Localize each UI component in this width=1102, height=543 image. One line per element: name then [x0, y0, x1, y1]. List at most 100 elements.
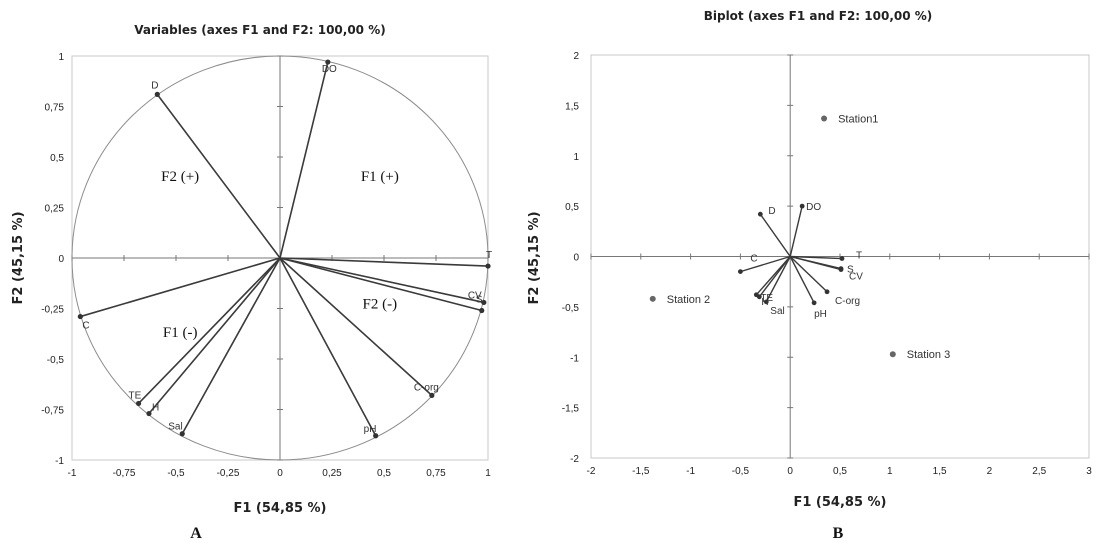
panel-a-x-tick-label: -0,75	[113, 468, 136, 479]
panel-b-x-tick-label: 2	[987, 466, 993, 477]
biplot-vector-endpoint-sal	[763, 299, 769, 305]
biplot-variable-label-s: S	[847, 265, 854, 276]
panel-b-x-tick-label: -1,5	[632, 466, 650, 477]
variable-label-c-org: C-org	[414, 382, 439, 393]
panel-b-y-tick-label: -1	[570, 353, 579, 364]
biplot-variable-label-te: TE	[760, 293, 773, 304]
quadrant-label: F2 (+)	[161, 169, 199, 185]
biplot-vector-c	[740, 255, 791, 273]
panel-b-x-tick-label: 2,5	[1032, 466, 1046, 477]
panel-a-y-tick-label: 0	[58, 254, 64, 265]
biplot-variable-label-cv: CV	[849, 272, 863, 283]
panel-b-x-tick-label: 1,5	[933, 466, 947, 477]
biplot-vector-t	[790, 255, 843, 260]
panel-b-y-tick-label: -1,5	[562, 404, 580, 415]
vector-d	[156, 93, 281, 259]
variable-label-c: C	[82, 321, 89, 332]
vector-endpoint-h	[146, 410, 152, 417]
panel-b-biplot: Biplot (axes F1 and F2: 100,00 %) -2 -1,5…	[527, 9, 1092, 542]
panel-b-x-tick-label: 0,5	[833, 466, 847, 477]
panel-a-x-tick-label: 0,5	[377, 468, 391, 479]
biplot-vector-c-org	[789, 255, 828, 293]
vector-endpoint-t	[485, 263, 491, 269]
vector-do	[279, 61, 329, 259]
biplot-vector-endpoint-h	[756, 294, 762, 300]
observation-point-station1	[821, 115, 828, 122]
panel-a-y-tick-label: -0,5	[47, 355, 65, 366]
biplot-vector-ph	[789, 256, 815, 304]
biplot-vector-endpoint-cv	[838, 267, 844, 272]
panel-b-x-tick-label: 1	[887, 466, 893, 477]
observation-label-station-2: Station 2	[667, 294, 710, 306]
panel-a-x-tick-label: -1	[68, 468, 77, 479]
panel-b-variable-vectors	[738, 203, 845, 306]
observation-point-station-2	[649, 295, 656, 302]
vector-endpoint-sal	[179, 431, 185, 437]
panel-b-y-tick-label: 0	[573, 253, 579, 264]
vector-cv	[279, 257, 485, 304]
variable-label-s: S	[476, 295, 483, 306]
biplot-vector-do	[789, 205, 803, 257]
variable-label-d: D	[151, 80, 158, 91]
variable-label-sal: Sal	[168, 422, 182, 433]
panel-a-correlation-circle: Variables (axes F1 and F2: 100,00 %) -1-…	[11, 23, 492, 542]
vector-ph	[279, 257, 377, 437]
panel-a-y-tick-label: 0,75	[45, 103, 65, 114]
panel-a-variable-labels: DO D T SCV C TE H Sal C-org pH	[82, 64, 492, 435]
panel-a-y-tick-label: -1	[55, 456, 64, 467]
vector-s	[279, 257, 482, 312]
panel-b-x-tick-label: 3	[1086, 466, 1092, 477]
vector-endpoint-c	[77, 313, 83, 320]
panel-a-x-tick-label: -0,5	[167, 468, 185, 479]
panel-a-x-tick-label: -0,25	[217, 468, 240, 479]
biplot-vector-d	[759, 213, 791, 257]
variable-label-do: DO	[322, 64, 337, 75]
quadrant-label: F1 (-)	[163, 325, 198, 341]
vector-t	[279, 257, 489, 267]
panel-b-y-axis-title: F2 (45,15 %)	[527, 211, 542, 304]
panel-b-y-tick-label: 0,5	[565, 202, 579, 213]
panel-a-letter: A	[190, 525, 202, 542]
panel-b-y-tick-label: 1	[573, 152, 579, 163]
biplot-variable-label-do: DO	[806, 202, 821, 213]
biplot-vector-cv	[790, 255, 842, 271]
panel-a-y-tick-label: 0,25	[45, 204, 65, 215]
biplot-vector-endpoint-t	[839, 256, 845, 261]
panel-b-y-tick-label: -2	[570, 454, 579, 465]
biplot-vector-endpoint-ph	[811, 300, 817, 306]
biplot-variable-label-ph: pH	[814, 309, 827, 320]
panel-b-observations: Station1 Station 2 Station 3	[649, 113, 950, 361]
quadrant-label: F2 (-)	[363, 297, 398, 313]
panel-b-y-tick-label: 1,5	[565, 101, 579, 112]
panel-a-title: Variables (axes F1 and F2: 100,00 %)	[134, 23, 385, 37]
panel-b-letter: B	[833, 525, 844, 542]
vector-endpoint-s	[479, 307, 485, 314]
vector-endpoint-ph	[373, 433, 379, 439]
biplot-variable-label-c-org: C-org	[835, 296, 860, 307]
panel-a-y-axis-title: F2 (45,15 %)	[11, 211, 26, 304]
quadrant-label: F1 (+)	[361, 169, 399, 185]
variable-label-ph: pH	[364, 424, 377, 435]
observation-point-station-3	[889, 351, 896, 358]
variable-label-t: T	[486, 250, 492, 261]
biplot-vector-sal	[765, 256, 791, 303]
panel-a-quadrant-labels: F2 (+) F1 (+) F1 (-) F2 (-)	[161, 169, 399, 341]
biplot-vector-endpoint-do	[799, 203, 805, 209]
biplot-vector-endpoint-c	[738, 269, 743, 275]
panel-b-x-tick-label: -0,5	[732, 466, 750, 477]
biplot-variable-label-sal: Sal	[770, 306, 784, 317]
panel-a-x-tick-label: 0,25	[322, 468, 342, 479]
panel-a-x-tick-label: 0	[277, 468, 283, 479]
biplot-variable-label-t: T	[856, 251, 862, 262]
vector-endpoint-c-org	[429, 392, 435, 398]
variable-label-te: TE	[129, 390, 142, 401]
panel-b-y-ticks: 2 1,5 1 0,5 0 -0,5 -1 -1,5 -2	[562, 51, 794, 465]
panel-a-variable-vectors	[77, 59, 491, 439]
panel-b-x-tick-label: -2	[587, 466, 596, 477]
panel-b-x-tick-label: -1	[686, 466, 695, 477]
vector-endpoint-d	[154, 91, 160, 97]
variable-label-cv: CV	[468, 290, 482, 301]
vector-te	[137, 257, 281, 404]
